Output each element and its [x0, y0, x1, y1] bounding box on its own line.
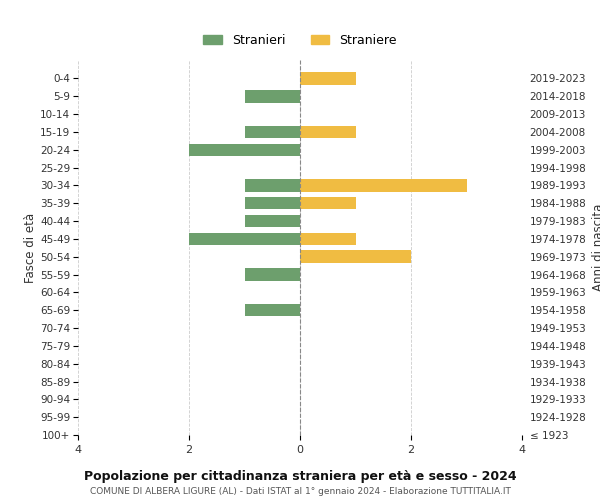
Bar	[245, 179, 300, 192]
Bar	[245, 90, 300, 102]
Text: Popolazione per cittadinanza straniera per età e sesso - 2024: Popolazione per cittadinanza straniera p…	[83, 470, 517, 483]
Bar	[300, 126, 355, 138]
Bar	[245, 215, 300, 228]
Bar	[300, 250, 411, 263]
Bar	[245, 304, 300, 316]
Bar	[300, 197, 355, 209]
Bar	[245, 197, 300, 209]
Bar	[245, 126, 300, 138]
Bar	[189, 144, 300, 156]
Y-axis label: Anni di nascita: Anni di nascita	[592, 204, 600, 291]
Bar	[300, 72, 355, 85]
Bar	[245, 268, 300, 281]
Legend: Stranieri, Straniere: Stranieri, Straniere	[198, 28, 402, 52]
Bar	[300, 179, 467, 192]
Text: COMUNE DI ALBERA LIGURE (AL) - Dati ISTAT al 1° gennaio 2024 - Elaborazione TUTT: COMUNE DI ALBERA LIGURE (AL) - Dati ISTA…	[89, 488, 511, 496]
Y-axis label: Fasce di età: Fasce di età	[25, 212, 37, 282]
Bar	[300, 232, 355, 245]
Bar	[189, 232, 300, 245]
